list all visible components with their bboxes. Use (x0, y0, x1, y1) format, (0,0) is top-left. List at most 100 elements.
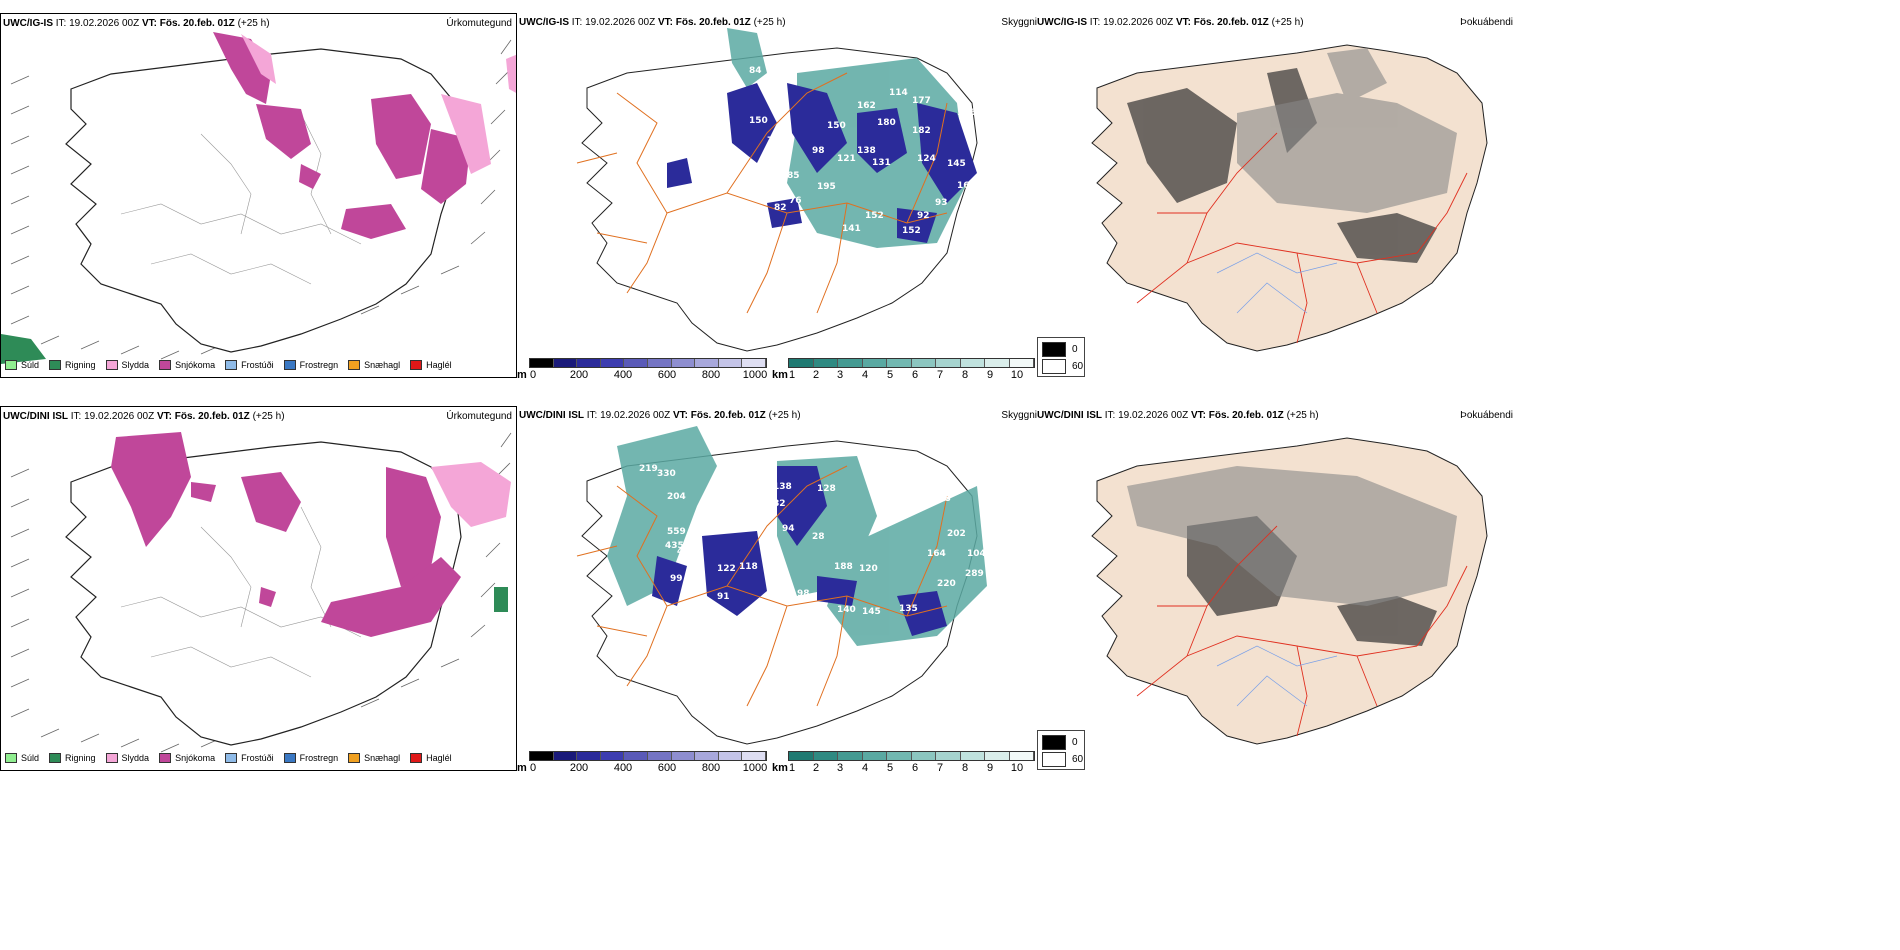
ceiling-label: 180 (877, 118, 896, 128)
fog-legend-label: 60 (1072, 361, 1084, 372)
fog-panel-bottom: Þokuábendi 0 60 (1037, 406, 1517, 771)
ceiling-label: 152 (865, 211, 884, 221)
ceiling-label: 98 (812, 146, 825, 156)
legend-item-freezing-drizzle: Frostúði (225, 360, 274, 370)
colorbar-tick: 1000 (742, 762, 768, 771)
colorbar-tick: 5 (886, 369, 894, 378)
legend-item-drizzle: Súld (5, 360, 39, 370)
colorbar-tick: 7 (936, 762, 944, 771)
colorbar-tick: 8 (961, 762, 969, 771)
ceiling-unit: m (517, 369, 527, 378)
panel-variable-label: Þokuábendi (1460, 410, 1513, 421)
colorbar-tick: 10 (1010, 369, 1024, 378)
ceiling-label: 152 (902, 226, 921, 236)
panel-title: UWC/DINI ISL IT: 19.02.2026 00Z VT: Fös.… (519, 410, 801, 421)
ceiling-label: 82 (773, 499, 786, 509)
ceiling-label: 169 (957, 181, 976, 191)
legend-swatch (159, 753, 172, 763)
fog-legend-label: 0 (1072, 344, 1078, 355)
ceiling-label: 122 (717, 564, 736, 574)
panel-title: UWC/IG-IS IT: 19.02.2026 00Z VT: Fös. 20… (519, 17, 786, 28)
legend-swatch (5, 360, 17, 370)
ceiling-label: 145 (947, 159, 966, 169)
visibility-panel-bottom: 219 330 204 138 82 128 94 28 128 559 435… (517, 406, 1037, 771)
legend-item-rain: Rigning (49, 753, 96, 763)
ceiling-label: 182 (912, 126, 931, 136)
colorbar-tick: 6 (911, 369, 919, 378)
ceiling-label: 120 (859, 564, 878, 574)
legend-swatch (159, 360, 172, 370)
legend-swatch (225, 753, 238, 763)
ceiling-label: 85 (787, 171, 800, 181)
legend-swatch (348, 753, 361, 763)
ceiling-label: 150 (749, 116, 768, 126)
ceiling-label: 559 (667, 527, 686, 537)
fog-legend-label: 0 (1072, 737, 1078, 748)
colorbar-tick: 3 (836, 762, 844, 771)
ceiling-label: 94 (782, 524, 795, 534)
colorbar-tick: 0 (529, 369, 537, 378)
colorbar-tick: 4 (861, 369, 869, 378)
panel-title: UWC/DINI ISL IT: 19.02.2026 00Z VT: Fös.… (3, 411, 285, 422)
ceiling-label: 100 (777, 595, 796, 605)
visibility-colorbar-bar (788, 358, 1035, 368)
ceiling-label: 204 (667, 492, 686, 502)
ceiling-label: 220 (937, 579, 956, 589)
ceiling-label: 138 (773, 482, 792, 492)
ceiling-label: 145 (862, 607, 881, 617)
legend-swatch (1042, 752, 1066, 767)
ceiling-label: 140 (837, 605, 856, 615)
ceiling-label: 28 (812, 532, 825, 542)
fog-panel-top: Þokuábendi 0 60 (1037, 13, 1517, 378)
legend-item-hail: Haglél (410, 360, 452, 370)
panel-title: UWC/IG-IS IT: 19.02.2026 00Z VT: Fös. 20… (3, 18, 270, 29)
ceiling-label: 219 (639, 464, 658, 474)
colorbar-tick: 9 (986, 369, 994, 378)
ceiling-label: 118 (739, 562, 758, 572)
panel-variable-label: Úrkomutegund (446, 411, 512, 422)
precip-type-map-bottom (10, 432, 512, 753)
ceiling-label: 202 (947, 529, 966, 539)
ceiling-label: 124 (917, 154, 936, 164)
ceiling-label: 164 (927, 549, 946, 559)
colorbar-tick: 1 (788, 369, 796, 378)
ceiling-label: 84 (749, 66, 762, 76)
colorbar-tick: 3 (836, 369, 844, 378)
fog-legend: 0 60 (1037, 730, 1085, 770)
panel-title: UWC/IG-IS IT: 19.02.2026 00Z VT: Fös. 20… (1037, 17, 1304, 28)
colorbar-tick: 800 (701, 762, 721, 771)
legend-swatch (49, 753, 62, 763)
panel-title: UWC/DINI ISL IT: 19.02.2026 00Z VT: Fös.… (1037, 410, 1319, 421)
ceiling-label: 162 (857, 101, 876, 111)
legend-swatch (410, 360, 423, 370)
ceiling-label: 77 (767, 136, 780, 146)
fog-legend: 0 60 (1037, 337, 1085, 377)
ceiling-colorbar-bar (529, 358, 767, 368)
colorbar-tick: 6 (911, 762, 919, 771)
precip-type-map-top (1, 32, 516, 364)
ceiling-label: 98 (797, 589, 810, 599)
ceiling-label: 128 (817, 484, 836, 494)
ceiling-label: 289 (965, 569, 984, 579)
ceiling-label: 92 (917, 211, 930, 221)
ceiling-label: 330 (657, 469, 676, 479)
ceiling-label: 195 (817, 182, 836, 192)
ceiling-label: 188 (834, 562, 853, 572)
legend-item-freezing-rain: Frostregn (283, 360, 338, 370)
colorbar-tick: 0 (529, 762, 537, 771)
panel-variable-label: Þokuábendi (1460, 17, 1513, 28)
colorbar-tick: 200 (569, 369, 589, 378)
legend-item-snow: Snjókoma (159, 360, 215, 370)
colorbar-tick: 4 (861, 762, 869, 771)
ceiling-label: 150 (827, 121, 846, 131)
legend-item-sleet: Slydda (105, 360, 149, 370)
legend-item-freezing-drizzle: Frostúði (225, 753, 274, 763)
colorbar-tick: 5 (886, 762, 894, 771)
ceiling-label: 435 (665, 541, 684, 551)
panel-variable-label: Úrkomutegund (446, 18, 512, 29)
visibility-map-bottom: 219 330 204 138 82 128 94 28 128 559 435… (576, 426, 987, 745)
precip-type-legend: Súld Rigning Slydda Snjókoma Frostúði Fr… (5, 360, 452, 370)
legend-item-hail: Haglél (410, 753, 452, 763)
visibility-colorbar-bar (788, 751, 1035, 761)
colorbar-tick: 9 (986, 762, 994, 771)
